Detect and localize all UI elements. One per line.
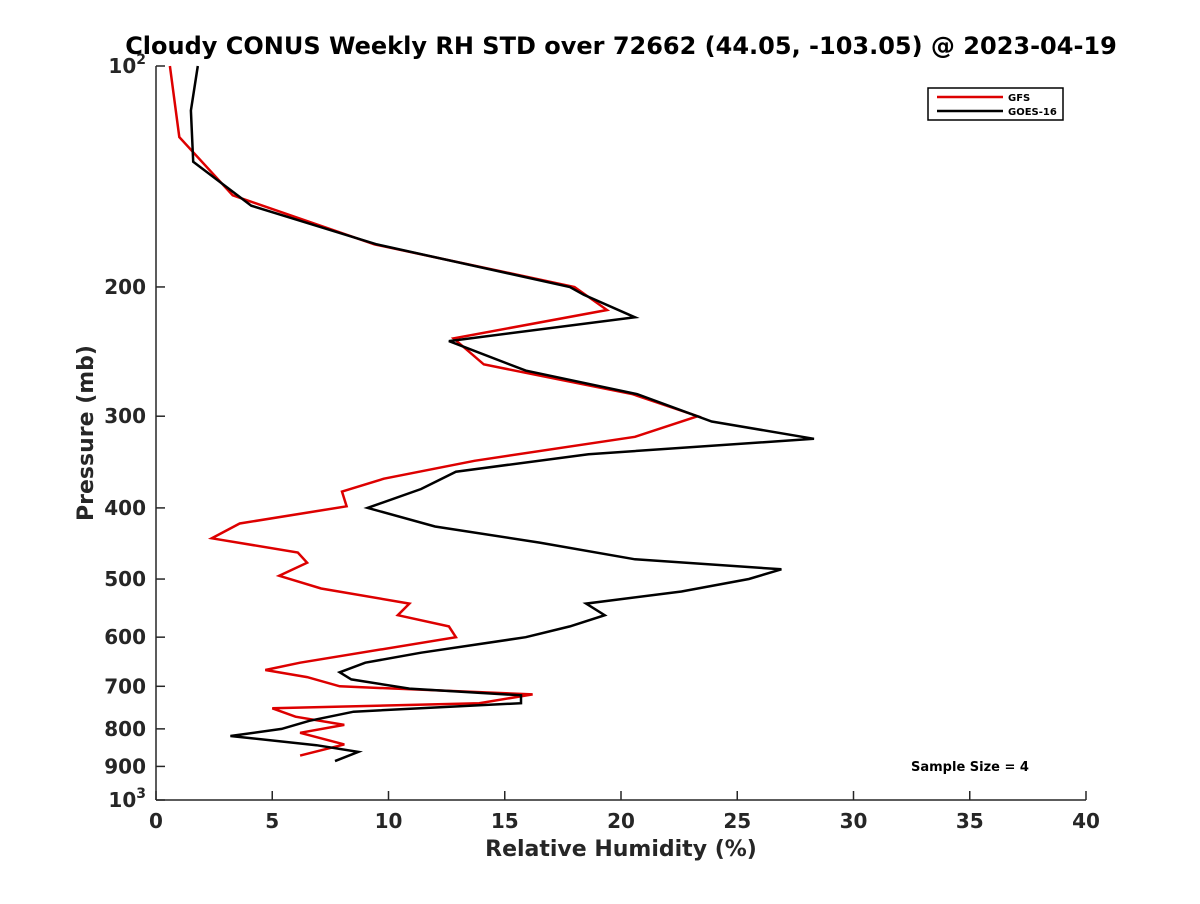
y-tick-label: 800	[104, 717, 146, 741]
legend-label-gfs: GFS	[1008, 93, 1030, 104]
y-tick-label: 103	[108, 786, 146, 812]
x-tick-label: 20	[607, 809, 635, 833]
series-line-gfs	[168, 65, 702, 757]
legend-box	[927, 87, 1064, 121]
plot-frame	[156, 66, 1086, 800]
chart-title: Cloudy CONUS Weekly RH STD over 72662 (4…	[125, 32, 1117, 60]
legend: GFS GOES-16	[927, 87, 1064, 121]
y-axis-title: Pressure (mb)	[74, 345, 99, 521]
y-tick-label: 102	[108, 52, 146, 78]
series-layer	[168, 65, 815, 763]
y-tick-label: 600	[104, 625, 146, 649]
series-line-goes16	[189, 65, 815, 763]
x-tick-label: 35	[956, 809, 984, 833]
x-tick-label: 25	[723, 809, 751, 833]
y-tick-label: 900	[104, 754, 146, 778]
y-tick-label: 500	[104, 567, 146, 591]
x-tick-label: 10	[375, 809, 403, 833]
y-tick-label: 200	[104, 275, 146, 299]
x-tick-label: 5	[265, 809, 279, 833]
y-tick-label: 700	[104, 674, 146, 698]
x-axis-title: Relative Humidity (%)	[485, 837, 757, 862]
x-tick-label: 40	[1072, 809, 1100, 833]
y-tick-label: 400	[104, 496, 146, 520]
x-tick-label: 15	[491, 809, 519, 833]
x-tick-label: 0	[149, 809, 163, 833]
sample-size-annotation: Sample Size = 4	[911, 760, 1029, 775]
legend-label-goes16: GOES-16	[1008, 107, 1057, 118]
ticks-layer: 0 5 10 15 20 25 30 35 40 102 200 300 400 500 600 700 800…	[104, 52, 1100, 833]
y-tick-label: 300	[104, 404, 146, 428]
x-tick-label: 30	[840, 809, 868, 833]
